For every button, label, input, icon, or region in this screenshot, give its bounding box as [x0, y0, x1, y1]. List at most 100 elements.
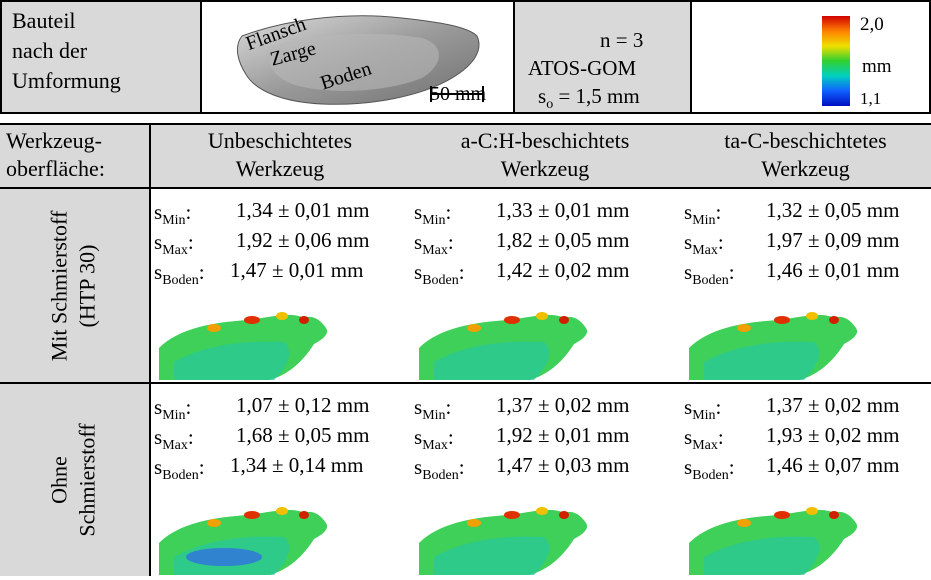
symbol: s [414, 425, 422, 449]
symbol: s [684, 395, 692, 419]
measure-label: sMax: [414, 230, 454, 255]
subscript: Max [692, 438, 718, 453]
row-divider [0, 382, 931, 384]
suffix: : [729, 260, 735, 284]
column-header: Werkzeug [410, 156, 680, 181]
scale-label: 50 mm [430, 82, 486, 107]
measure-value: 1,42 ± 0,02 mm [496, 258, 629, 283]
measure-label: sMin: [414, 395, 451, 420]
result-image [684, 300, 864, 380]
suffix: : [716, 395, 722, 419]
subscript: Boden [692, 273, 729, 288]
suffix: = 1,5 mm [553, 84, 640, 108]
subscript: Boden [422, 273, 459, 288]
subscript: Min [422, 213, 445, 228]
measure-label: sMax: [684, 425, 724, 450]
measure-value: 1,47 ± 0,01 mm [230, 258, 363, 283]
measure-label: sBoden: [154, 260, 205, 285]
row-label-line: Mit Schmierstoff [45, 188, 73, 383]
suffix: : [199, 455, 205, 479]
measure-value: 1,46 ± 0,01 mm [766, 258, 899, 283]
suffix: : [186, 200, 192, 224]
suffix: : [716, 200, 722, 224]
measure-value: 1,92 ± 0,06 mm [236, 228, 369, 253]
result-image [684, 495, 864, 575]
symbol: s [154, 425, 162, 449]
suffix: : [188, 425, 194, 449]
symbol: s [154, 395, 162, 419]
measure-value: 1,82 ± 0,05 mm [496, 228, 629, 253]
measure-value: 1,93 ± 0,02 mm [766, 423, 899, 448]
measure-value: 1,47 ± 0,03 mm [496, 453, 629, 478]
column-header: Werkzeug [680, 156, 931, 181]
part-label: Umformung [12, 68, 121, 93]
subscript: Min [162, 213, 185, 228]
measure-value: 1,97 ± 0,09 mm [766, 228, 899, 253]
corner-label: oberfläche: [6, 156, 105, 181]
symbol: s [154, 455, 162, 479]
suffix: : [729, 455, 735, 479]
sample-count: n = 3 [600, 28, 643, 53]
measure-value: 1,07 ± 0,12 mm [236, 393, 369, 418]
subscript: Boden [692, 468, 729, 483]
subscript: Boden [162, 273, 199, 288]
result-image [154, 495, 334, 575]
subscript: Max [692, 243, 718, 258]
measure-value: 1,92 ± 0,01 mm [496, 423, 629, 448]
subscript: Min [692, 213, 715, 228]
row-label-line: Schmierstoff [73, 383, 101, 576]
suffix: : [459, 455, 465, 479]
symbol: s [414, 260, 422, 284]
measure-value: 1,33 ± 0,01 mm [496, 198, 629, 223]
column-header: Werkzeug [150, 156, 410, 181]
measure-value: 1,37 ± 0,02 mm [766, 393, 899, 418]
column-header: a-C:H-beschichtets [410, 128, 680, 153]
colorbar [822, 16, 850, 106]
subscript: Max [162, 243, 188, 258]
corner-label: Werkzeug- [6, 128, 102, 153]
colorbar-min: 1,1 [860, 86, 881, 111]
measure-label: sMax: [154, 230, 194, 255]
symbol: s [684, 455, 692, 479]
column-header: ta-C-beschichtetes [680, 128, 931, 153]
thickness: so = 1,5 mm [538, 84, 640, 109]
measure-label: sBoden: [414, 455, 465, 480]
symbol: s [154, 200, 162, 224]
symbol: s [414, 455, 422, 479]
result-image [414, 300, 594, 380]
measure-value: 1,37 ± 0,02 mm [496, 393, 629, 418]
symbol: s [684, 425, 692, 449]
symbol: s [414, 395, 422, 419]
subscript: Min [422, 408, 445, 423]
measure-label: sBoden: [414, 260, 465, 285]
col-divider [149, 125, 151, 576]
suffix: : [186, 395, 192, 419]
colorbar-max: 2,0 [860, 12, 884, 37]
symbol: s [154, 260, 162, 284]
part-label: Bauteil [12, 8, 76, 33]
symbol: s [414, 200, 422, 224]
suffix: : [718, 425, 724, 449]
suffix: : [188, 230, 194, 254]
measure-label: sMin: [684, 200, 721, 225]
symbol: s [414, 230, 422, 254]
measure-label: sMin: [684, 395, 721, 420]
symbol: s [684, 200, 692, 224]
measure-label: sMin: [154, 395, 191, 420]
measure-value: 1,46 ± 0,07 mm [766, 453, 899, 478]
measure-label: sMax: [154, 425, 194, 450]
suffix: : [446, 200, 452, 224]
subscript: Max [422, 438, 448, 453]
measure-value: 1,34 ± 0,01 mm [236, 198, 369, 223]
measure-label: sMin: [154, 200, 191, 225]
page: (() => { const data = JSON.parse(documen… [0, 0, 931, 576]
row-divider [0, 187, 931, 189]
symbol: s [154, 230, 162, 254]
symbol: s [684, 260, 692, 284]
subscript: Boden [422, 468, 459, 483]
measure-label: sMax: [684, 230, 724, 255]
suffix: : [199, 260, 205, 284]
result-image [414, 495, 594, 575]
suffix: : [448, 230, 454, 254]
symbol: s [538, 84, 546, 108]
